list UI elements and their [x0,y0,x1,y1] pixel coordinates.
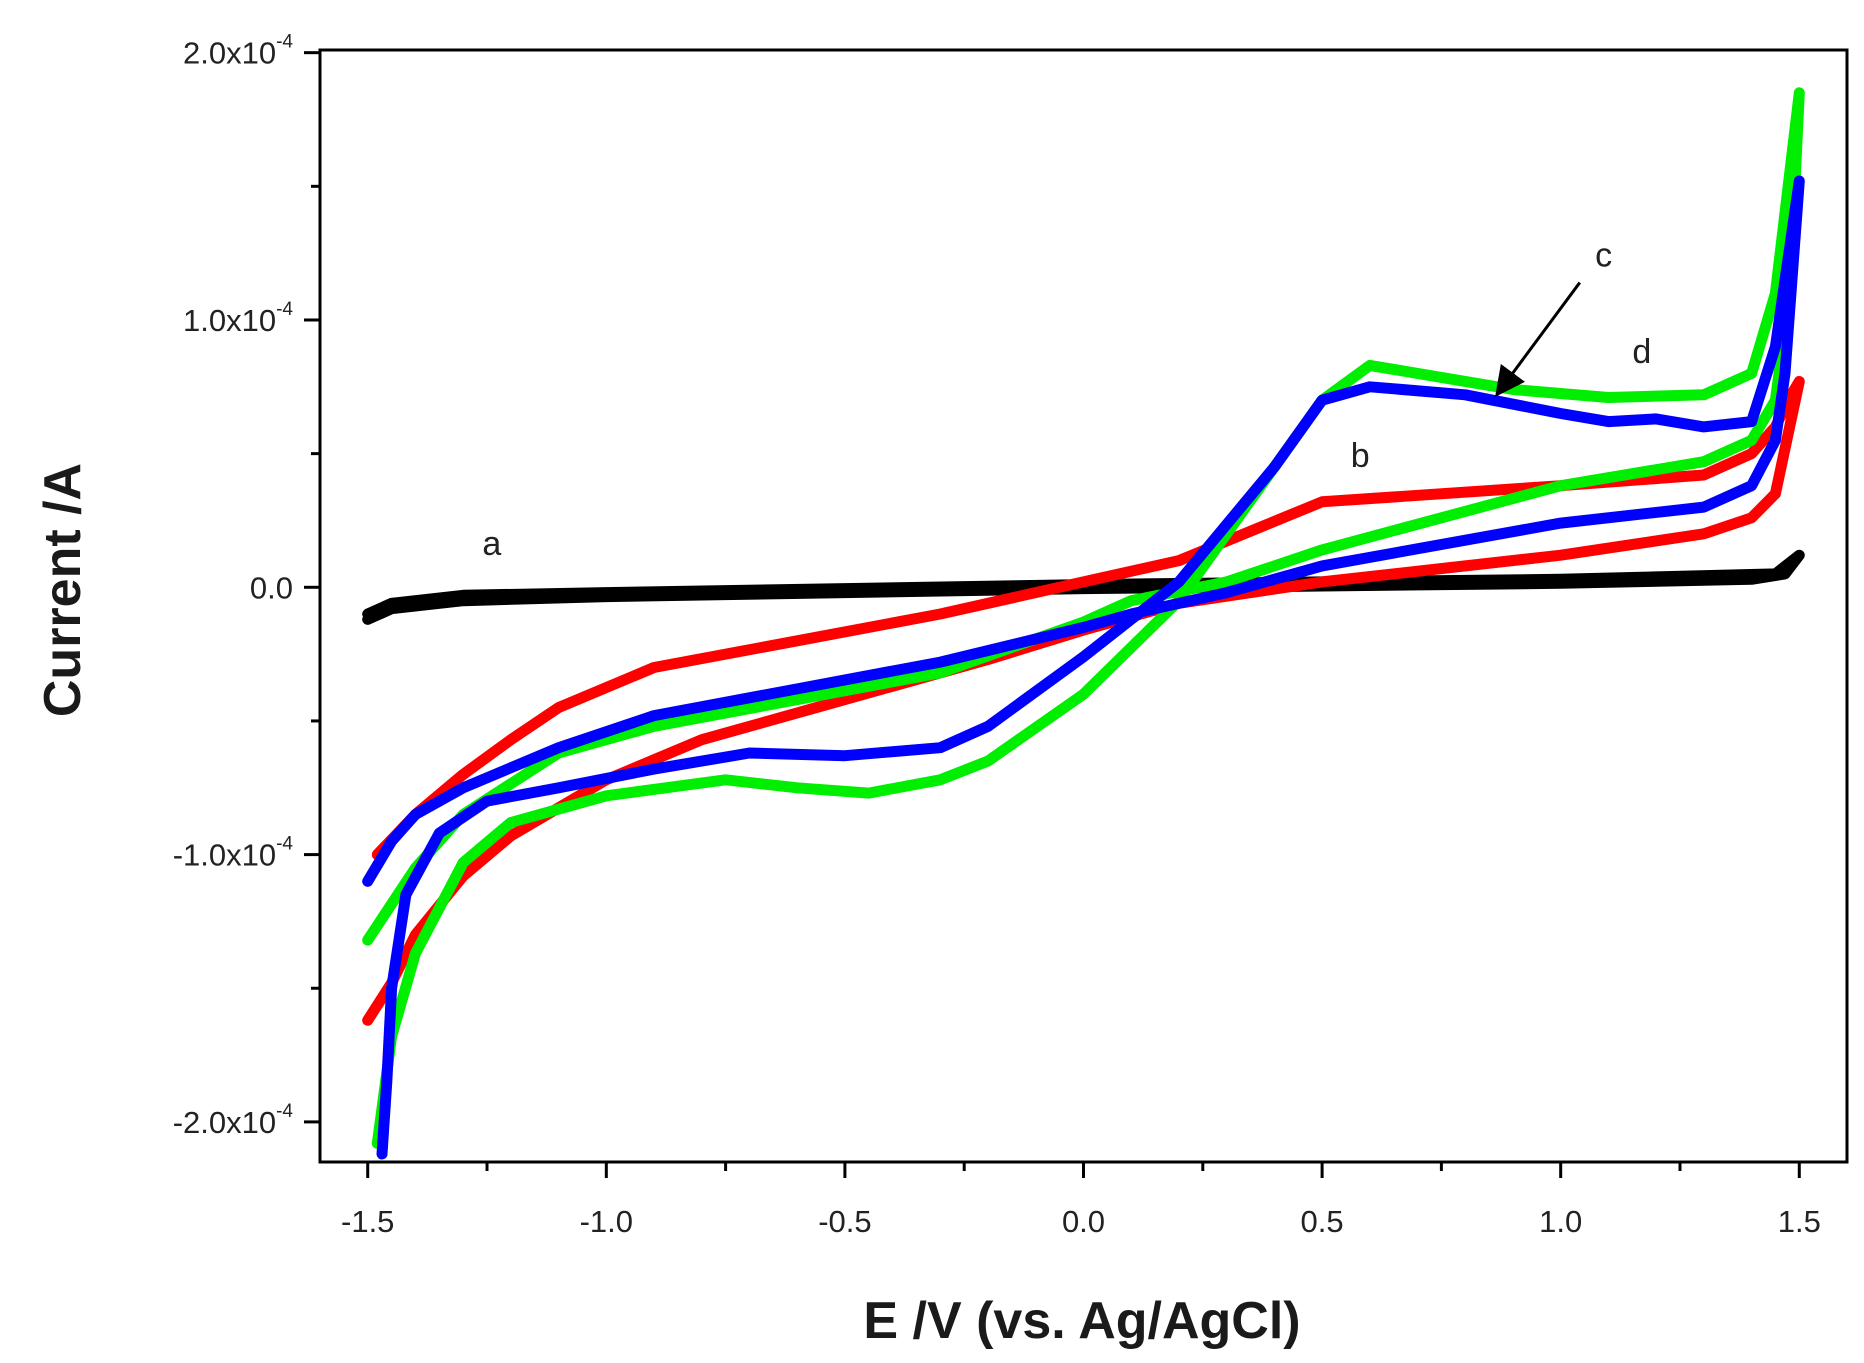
y-tick-label: 2.0x10-4 [183,32,293,71]
y-tick-label: 1.0x10-4 [183,299,293,338]
x-tick-label: 1.5 [1778,1204,1821,1239]
series-c-curve [362,87,1805,1149]
x-tick-label: -0.5 [818,1204,871,1239]
x-tick-label: -1.0 [580,1204,633,1239]
y-axis: -2.0x10-4 -1.0x10-4 0.0 1.0x10-4 2.0x10-4 [173,32,320,1140]
y-tick-label: -1.0x10-4 [173,834,294,873]
x-tick-label: 1.0 [1539,1204,1582,1239]
annotation-arrow [1495,281,1581,397]
series-d-curve [362,175,1805,1160]
plot-frame [318,48,1849,1164]
x-tick-label: -1.5 [341,1204,394,1239]
y-axis-title: Current /A [34,463,92,717]
y-tick-label: -2.0x10-4 [173,1101,294,1140]
curve-label-a: a [482,525,501,563]
curve-label-b: b [1351,437,1370,475]
series-a-curve [362,549,1805,625]
series-b-curve [362,376,1805,1026]
x-axis-title: E /V (vs. Ag/AgCl) [863,1292,1300,1350]
x-axis: -1.5 -1.0 -0.5 0.0 0.5 1.0 1.5 [341,1162,1821,1239]
x-tick-label: 0.5 [1301,1204,1344,1239]
y-tick-label: 0.0 [250,570,293,605]
x-tick-label: 0.0 [1062,1204,1105,1239]
curve-label-c: c [1595,237,1612,275]
curve-label-d: d [1632,333,1651,371]
